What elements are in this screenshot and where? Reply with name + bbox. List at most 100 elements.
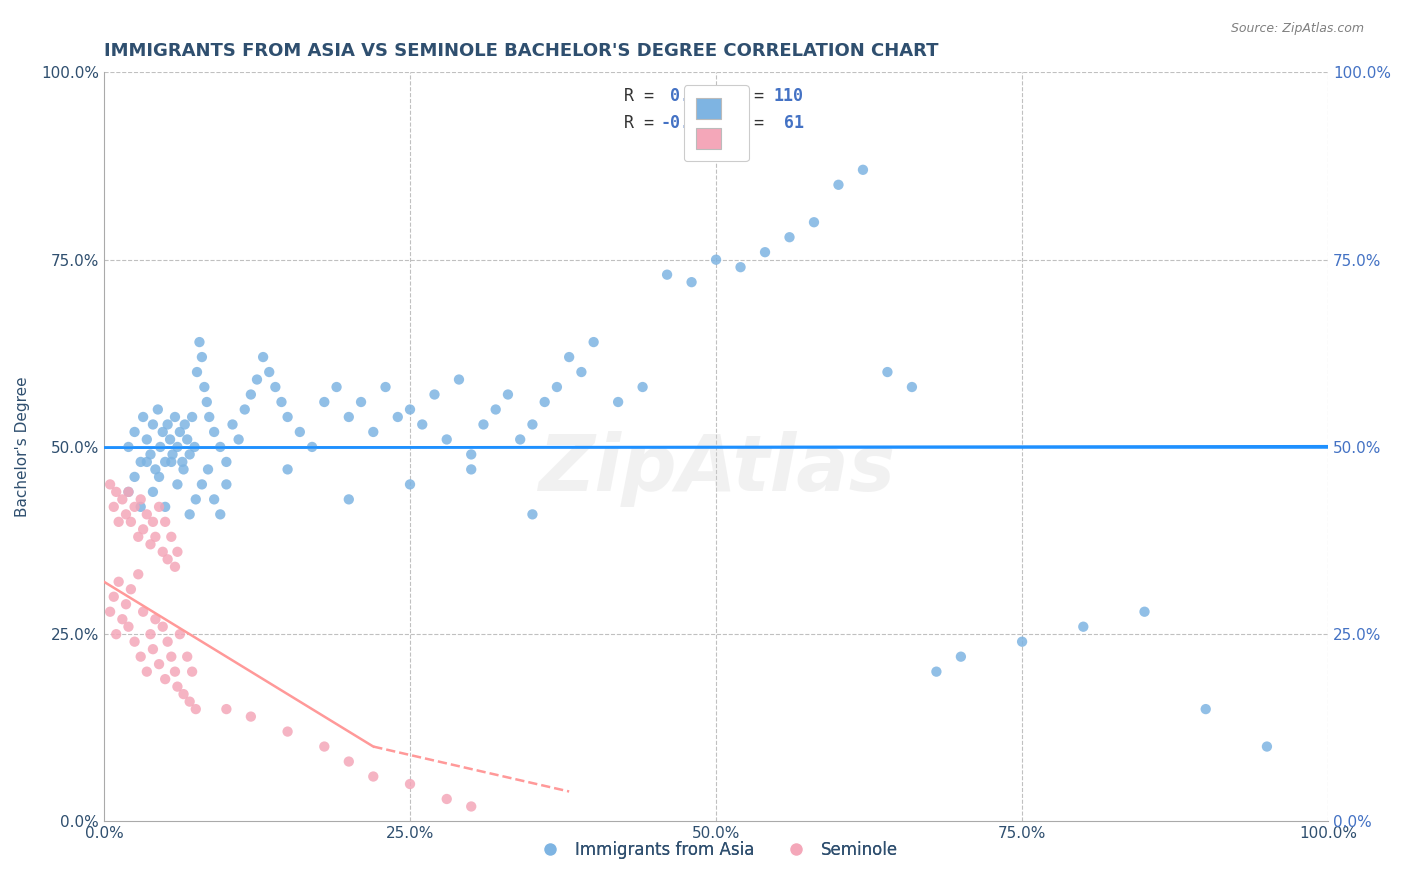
Point [472,417,495,432]
Point [607,395,630,409]
Point [135,433,157,447]
Point [337,492,360,507]
Point [159,433,181,447]
Point [173,687,195,701]
Point [142,515,165,529]
Point [496,387,519,401]
Point [107,574,129,589]
Point [277,462,299,476]
Point [149,440,172,454]
Point [127,530,149,544]
Text: R =: R = [624,87,654,105]
Point [277,724,299,739]
Point [361,425,384,439]
Point [179,447,201,461]
Point [132,409,155,424]
Point [135,665,157,679]
Point [105,627,128,641]
Point [129,500,152,514]
Point [533,395,555,409]
Point [103,500,125,514]
Legend: Immigrants from Asia, Seminole: Immigrants from Asia, Seminole [527,834,905,865]
Point [184,492,207,507]
Point [120,515,142,529]
Point [129,492,152,507]
Point [571,365,593,379]
Point [98,605,121,619]
Point [509,433,531,447]
Point [142,642,165,657]
Point [172,455,194,469]
Point [1133,605,1156,619]
Point [152,620,174,634]
Point [681,275,703,289]
Text: R =: R = [624,113,654,132]
Point [1071,620,1094,634]
Point [179,695,201,709]
Point [197,462,219,476]
Point [153,672,176,686]
Point [337,409,360,424]
Point [129,649,152,664]
Text: 61: 61 [773,113,804,132]
Point [215,702,238,716]
Point [173,417,195,432]
Point [361,770,384,784]
Point [191,477,214,491]
Point [257,365,280,379]
Point [301,440,323,454]
Point [399,477,422,491]
Text: N =: N = [734,113,765,132]
Point [209,508,232,522]
Point [103,590,125,604]
Point [148,470,170,484]
Point [176,433,198,447]
Point [179,508,201,522]
Text: -0.370: -0.370 [661,113,721,132]
Point [142,484,165,499]
Point [129,455,152,469]
Point [166,680,188,694]
Point [153,515,176,529]
Point [173,462,195,476]
Point [1011,634,1033,648]
Y-axis label: Bachelor's Degree: Bachelor's Degree [15,376,30,517]
Point [1195,702,1218,716]
Point [228,433,250,447]
Point [148,657,170,672]
Point [215,477,238,491]
Point [558,350,581,364]
Point [181,665,204,679]
Point [166,440,188,454]
Point [1256,739,1278,754]
Point [124,500,146,514]
Point [350,395,373,409]
Point [139,627,162,641]
Point [117,484,139,499]
Point [252,350,274,364]
Point [631,380,654,394]
Point [117,440,139,454]
Point [374,380,396,394]
Point [156,417,179,432]
Point [195,395,218,409]
Point [399,402,422,417]
Point [314,395,336,409]
Point [111,492,134,507]
Point [183,440,205,454]
Point [233,402,256,417]
Point [135,508,157,522]
Point [460,447,482,461]
Point [145,462,167,476]
Point [779,230,801,244]
Point [730,260,752,275]
Point [98,477,121,491]
Point [169,425,191,439]
Point [135,455,157,469]
Point [107,515,129,529]
Point [191,350,214,364]
Point [949,649,972,664]
Point [209,440,232,454]
Point [111,612,134,626]
Point [827,178,849,192]
